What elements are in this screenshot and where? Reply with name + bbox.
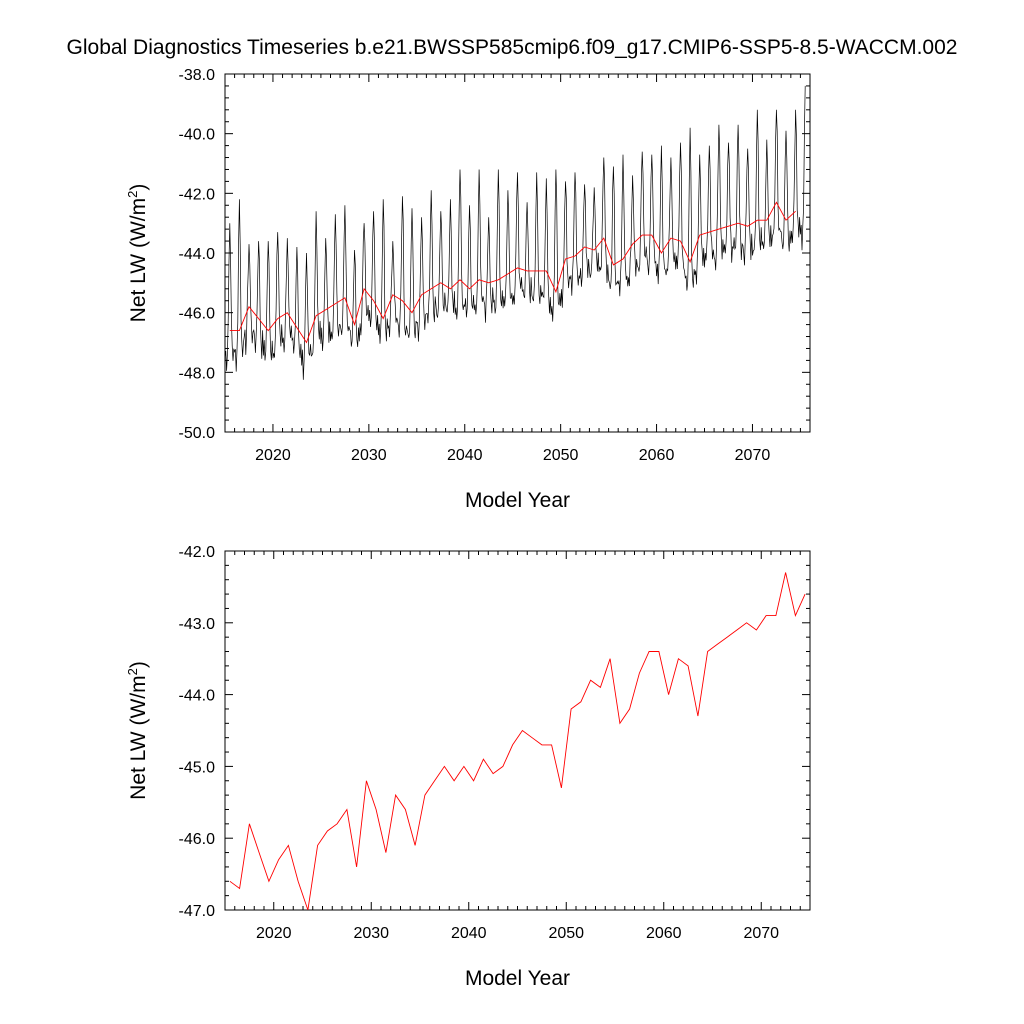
- y-tick-label: -48.0: [179, 365, 216, 382]
- x-tick-label: 2020: [255, 447, 291, 464]
- annual-series-line: [229, 572, 806, 910]
- x-tick-label: 2040: [451, 925, 487, 942]
- chart-panel-top: 2020 2030 2040 2050 2060 2070 -50.0 -48.0 -46.0 -…: [125, 67, 811, 512]
- y-axis-label: Net LW (W/m2): [125, 661, 150, 800]
- x-tick-label: 2050: [543, 447, 579, 464]
- chart-panel-bottom: 2020 2030 2040 2050 2060 2070 -47.0 -46.0 -45.0 -…: [125, 544, 811, 990]
- monthly-series-line: [225, 85, 806, 380]
- y-tick-label: -38.0: [179, 67, 216, 84]
- y-tick-label: -46.0: [179, 306, 216, 323]
- x-tick-label: 2040: [447, 447, 483, 464]
- x-tick-label: 2030: [351, 447, 387, 464]
- page-title: Global Diagnostics Timeseries b.e21.BWSS…: [66, 36, 958, 59]
- x-tick-label: 2060: [639, 447, 675, 464]
- y-tick-label: -45.0: [179, 759, 216, 776]
- plot-frame: [224, 550, 811, 911]
- y-tick-label: -44.0: [179, 246, 216, 263]
- x-axis-label: Model Year: [465, 489, 570, 512]
- x-tick-label: 2060: [646, 925, 682, 942]
- y-tick-label: -42.0: [179, 544, 216, 561]
- y-tick-label: -47.0: [179, 903, 216, 920]
- x-tick-label: 2070: [743, 925, 779, 942]
- x-tick-label: 2050: [548, 925, 584, 942]
- x-tick-label: 2070: [735, 447, 771, 464]
- y-tick-label: -44.0: [179, 688, 216, 705]
- y-tick-label: -50.0: [179, 425, 216, 442]
- y-tick-label: -43.0: [179, 616, 216, 633]
- x-tick-label: 2030: [353, 925, 389, 942]
- y-tick-label: -40.0: [179, 127, 216, 144]
- x-tick-label: 2020: [256, 925, 292, 942]
- y-tick-label: -42.0: [179, 186, 216, 203]
- annual-series-line: [229, 201, 796, 344]
- y-axis-label: Net LW (W/m2): [125, 184, 150, 323]
- y-tick-label: -46.0: [179, 831, 216, 848]
- x-axis-label: Model Year: [465, 967, 570, 990]
